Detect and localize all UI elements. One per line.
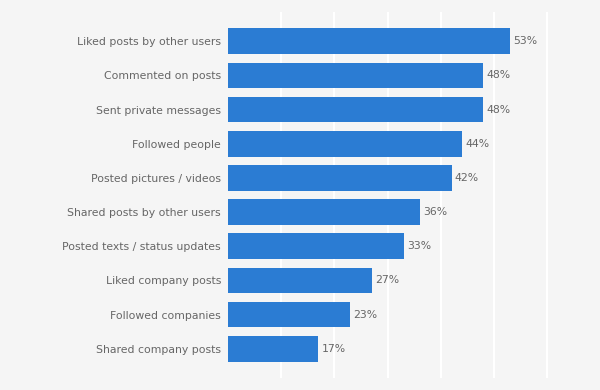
Text: 44%: 44% — [466, 139, 490, 149]
Text: 48%: 48% — [487, 105, 511, 115]
Bar — [228, 302, 350, 328]
Text: 53%: 53% — [513, 36, 538, 46]
Text: 33%: 33% — [407, 241, 431, 251]
Text: 27%: 27% — [375, 275, 399, 285]
Bar — [228, 268, 372, 293]
Bar — [228, 62, 484, 88]
Text: 23%: 23% — [353, 310, 378, 320]
Bar — [228, 28, 510, 54]
Bar — [228, 165, 452, 191]
Text: 17%: 17% — [322, 344, 346, 354]
Bar — [228, 97, 484, 122]
Text: 42%: 42% — [455, 173, 479, 183]
Bar — [228, 234, 404, 259]
Bar — [228, 131, 462, 156]
Bar — [228, 199, 419, 225]
Bar — [228, 336, 319, 362]
Text: 36%: 36% — [423, 207, 447, 217]
Text: 48%: 48% — [487, 70, 511, 80]
